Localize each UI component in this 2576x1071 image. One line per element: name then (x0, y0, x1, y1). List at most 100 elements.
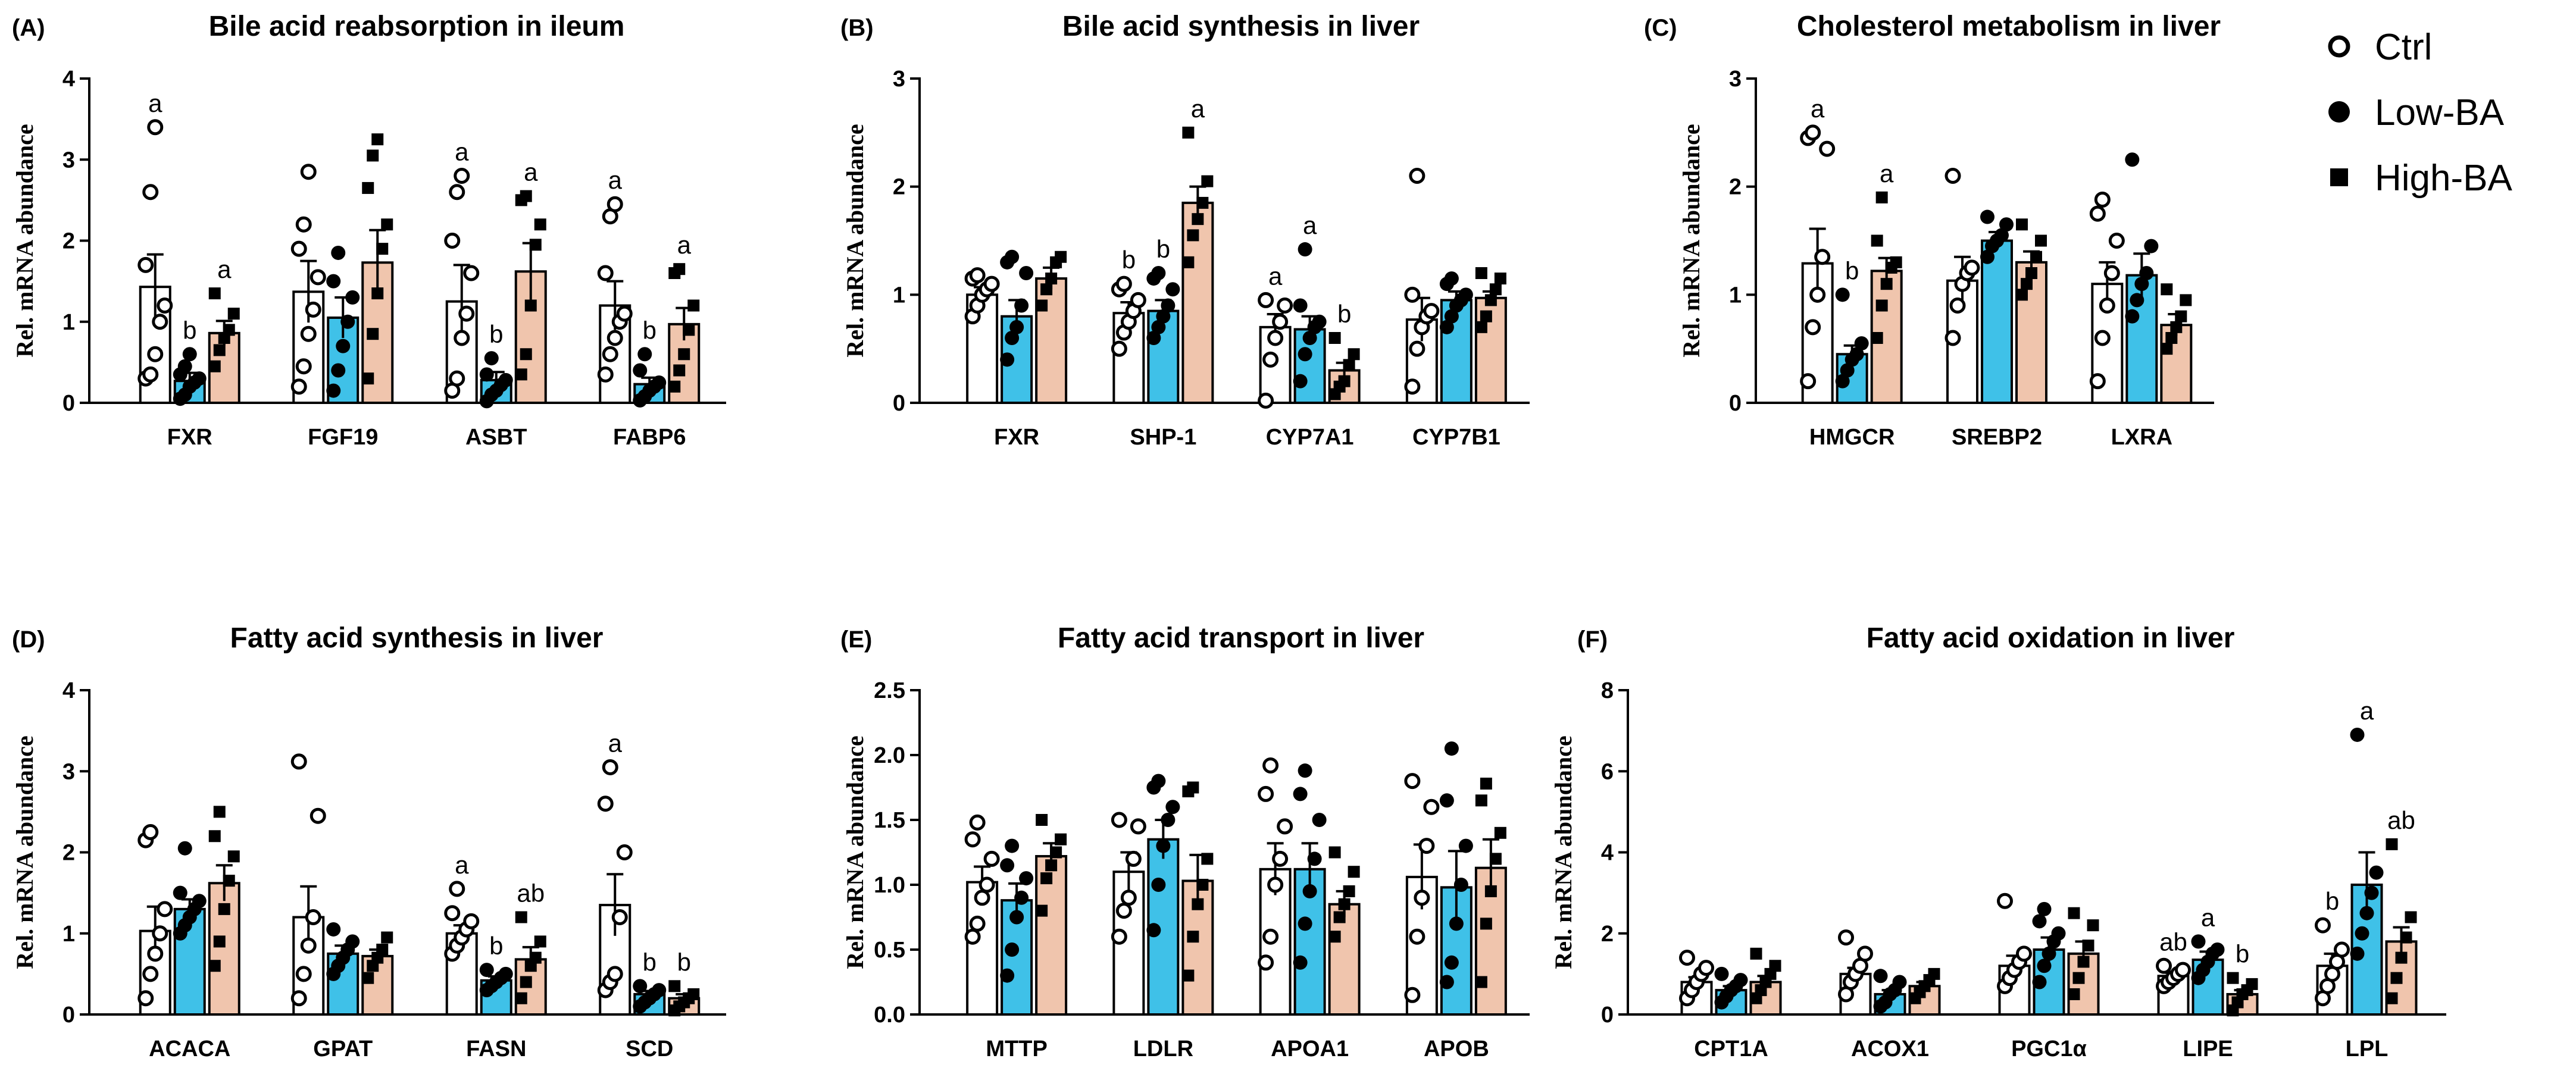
data-point-high-ba (1328, 332, 1341, 344)
data-point-ctrl (1800, 373, 1817, 390)
data-point-ctrl (978, 876, 995, 893)
bar-group-apob: APOB (1404, 741, 1507, 1061)
data-point-ctrl (295, 966, 312, 982)
bar-group-apoa1: APOA1 (1258, 757, 1361, 1061)
bar-group-mttp: MTTP (964, 814, 1068, 1061)
y-axis-label: Rel. mRNA abundance (1550, 735, 1577, 969)
data-point-ctrl (147, 119, 164, 136)
y-tick-label: 1.5 (874, 808, 905, 833)
data-point-low-ba (1014, 890, 1029, 905)
x-tick-label: HMGCR (1809, 425, 1895, 450)
open-circle-icon (2328, 35, 2350, 58)
data-point-ctrl (1404, 286, 1421, 303)
bar-group-cyp7a1: CYP7A1 aa b (1258, 211, 1361, 450)
data-point-low-ba (192, 894, 207, 909)
data-point-ctrl (602, 759, 618, 775)
data-point-high-ba (1871, 332, 1883, 344)
data-point-ctrl (1404, 987, 1421, 1003)
data-point-ctrl (444, 905, 461, 922)
data-point-low-ba (1019, 871, 1034, 886)
data-point-ctrl (1262, 928, 1279, 945)
data-point-ctrl (607, 966, 623, 982)
data-point-high-ba (1196, 879, 1209, 891)
chart-panel-f: (F) Fatty acid oxidation in liver Rel. mRN… (1550, 622, 2446, 1061)
data-point-low-ba (1298, 763, 1312, 778)
x-tick-label: CPT1A (1694, 1036, 1768, 1061)
data-point-ctrl (1111, 340, 1127, 357)
data-point-high-ba (1343, 359, 1355, 371)
data-point-low-ba (1146, 331, 1161, 345)
x-tick-label: LIPE (2183, 1036, 2233, 1061)
data-point-low-ba (1165, 800, 1180, 815)
significance-letter: b (677, 948, 691, 976)
significance-letter: a (608, 729, 623, 757)
data-point-high-ba (1182, 256, 1195, 268)
data-point-ctrl (142, 966, 159, 982)
data-point-low-ba (1307, 851, 1322, 866)
data-point-high-ba (2077, 956, 2090, 968)
y-tick-label: 2.5 (874, 678, 905, 703)
significance-letter: b (643, 948, 656, 976)
data-point-high-ba (1769, 960, 1781, 972)
data-point-low-ba (1714, 966, 1729, 981)
data-point-low-ba (652, 375, 667, 390)
bar-group-hmgcr: HMGCR a b a (1800, 95, 1903, 450)
y-tick-label: 4 (1601, 841, 1614, 866)
data-point-ctrl (974, 890, 990, 906)
data-point-low-ba (345, 290, 360, 305)
data-point-low-ba (1980, 249, 1994, 264)
data-point-ctrl (2094, 330, 2111, 346)
data-point-high-ba (515, 368, 527, 381)
data-point-ctrl (142, 366, 159, 383)
data-point-ctrl (142, 184, 159, 201)
data-point-low-ba (1014, 298, 1029, 313)
data-point-low-ba (1151, 774, 1166, 788)
data-point-low-ba (2032, 975, 2047, 989)
data-point-high-ba (1192, 213, 1204, 226)
data-point-ctrl (1423, 798, 1440, 815)
data-point-high-ba (1182, 969, 1195, 982)
filled-circle-icon (2328, 101, 2350, 123)
bar-group-ldlr: LDLR (1111, 774, 1214, 1061)
data-point-ctrl (2315, 917, 2331, 934)
data-point-low-ba (1000, 968, 1015, 983)
data-point-low-ba (2210, 942, 2225, 957)
data-point-low-ba (340, 314, 355, 329)
y-tick-label: 2 (62, 229, 75, 254)
x-tick-label: MTTP (986, 1036, 1047, 1061)
data-point-low-ba (1161, 813, 1176, 827)
data-point-ctrl (969, 915, 986, 932)
significance-letter: b (2325, 887, 2339, 915)
bar-group-fxr: FXR (964, 249, 1068, 450)
y-axis-label: Rel. mRNA abundance (1678, 124, 1705, 357)
data-point-high-ba (1036, 814, 1048, 826)
data-point-low-ba (1444, 741, 1459, 756)
data-point-low-ba (2125, 152, 2140, 167)
data-point-high-ba (1750, 947, 1762, 960)
data-point-high-ba (2025, 267, 2037, 279)
data-point-low-ba (479, 367, 494, 382)
data-point-low-ba (1298, 916, 1312, 931)
data-point-high-ba (2390, 972, 2403, 984)
data-point-low-ba (1439, 975, 1454, 989)
data-point-ctrl (1819, 140, 1836, 157)
data-point-high-ba (1348, 866, 1360, 878)
data-point-ctrl (616, 305, 633, 322)
data-point-high-ba (1480, 310, 1492, 322)
data-point-low-ba (2364, 885, 2379, 900)
data-point-low-ba (498, 966, 513, 981)
data-point-ctrl (290, 378, 307, 395)
data-point-low-ba (1312, 314, 1327, 329)
chart-title: Fatty acid synthesis in liver (230, 622, 604, 654)
data-point-high-ba (227, 850, 240, 863)
data-point-low-ba (1000, 858, 1015, 873)
data-point-ctrl (607, 196, 623, 212)
y-tick-label: 0 (62, 391, 75, 416)
data-point-ctrl (2103, 265, 2120, 281)
bar-group-srebp2: SREBP2 (1944, 168, 2047, 450)
data-point-high-ba (1475, 267, 1487, 279)
legend-item-ctrl: Ctrl (2328, 27, 2432, 68)
data-point-ctrl (1258, 392, 1274, 409)
